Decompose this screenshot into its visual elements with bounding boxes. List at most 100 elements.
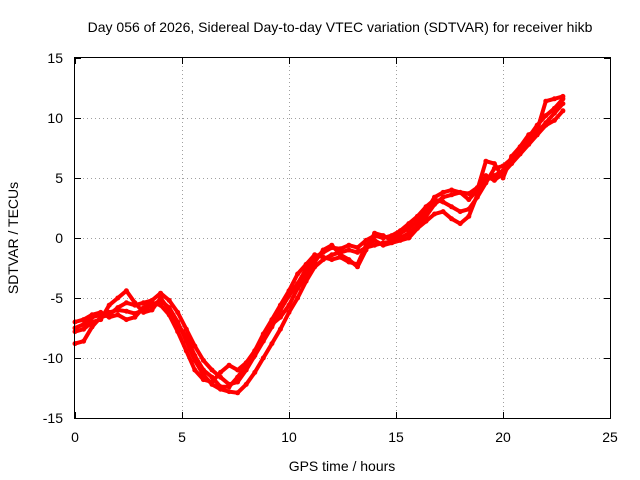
trace-b-point [457,209,463,215]
trace-d-point [543,98,549,104]
plot-frame [74,57,611,419]
trace-d-point [517,144,523,150]
chart-title: Day 056 of 2026, Sidereal Day-to-day VTE… [88,19,593,35]
trace-b-point [337,246,343,252]
trace-a-point [355,249,360,255]
trace-b-point [158,290,164,296]
trace-c-point [115,312,121,318]
trace-b-point [141,300,146,306]
y-tick-label: 10 [47,110,63,126]
trace-d-point [423,209,429,215]
trace-c-point [235,367,241,373]
trace-d-point [449,187,455,193]
trace-b-line [73,96,565,387]
y-tick-label: -5 [51,290,64,306]
x-tick-label: 20 [495,429,511,445]
trace-d-point [500,175,506,181]
trace-b-point [440,199,446,205]
x-tick-labels: 0 5 10 15 20 25 [71,429,618,445]
trace-c-point [534,132,540,138]
trace-a-point [269,341,275,347]
trace-d-point [175,321,181,327]
trace-b-point [166,297,172,303]
trace-b-point [81,338,87,344]
trace-a-point [235,390,241,396]
trace-d-point [320,247,326,253]
trace-b-point [500,163,506,169]
trace-d-point [158,295,164,301]
trace-d-point [432,194,437,200]
trace-a-point [329,252,335,258]
trace-b-point [363,237,369,243]
trace-a-point [295,295,301,301]
x-axis-label: GPS time / hours [289,458,396,474]
trace-d-point [235,374,241,380]
trace-d-point [81,326,87,332]
trace-a-point [243,381,249,387]
trace-c-line [73,108,565,384]
trace-d-point [183,333,189,339]
trace-d-point [277,314,283,320]
trace-d-point [329,242,335,248]
trace-c-point [397,237,403,243]
trace-d-point [209,374,215,380]
trace-c-point [551,117,557,123]
trace-b-point [543,113,549,119]
x-tick-label: 10 [281,429,297,445]
x-tick-label: 0 [71,429,79,445]
trace-d-point [526,132,532,138]
trace-a-point [372,242,378,248]
trace-c-point [380,242,386,248]
trace-d-line [73,94,565,389]
trace-c-point [277,302,283,308]
trace-a-point [346,247,352,253]
trace-d-point [337,252,343,258]
trace-d-point [149,307,155,313]
trace-d-point [346,257,352,263]
trace-b-point [346,242,352,248]
trace-c-point [491,177,497,183]
y-axis-label: SDTVAR / TECUs [5,182,21,294]
trace-c-point [81,317,87,323]
trace-c-point [449,216,455,222]
trace-c-point [183,348,189,354]
trace-d-point [132,300,138,306]
trace-a-point [260,355,266,361]
trace-a-point [123,308,129,314]
trace-d-point [560,93,566,99]
trace-c-point [560,108,566,114]
trace-d-point [414,218,420,224]
trace-c-point [226,362,232,368]
trace-c-point [414,225,420,231]
x-tick-label: 25 [602,429,618,445]
trace-c-point [466,213,472,219]
trace-b-point [551,105,557,111]
trace-a-line [73,101,565,395]
trace-d-point [474,187,480,193]
x-tick-label: 15 [388,429,404,445]
trace-d-point [260,333,266,339]
trace-b-point [175,309,181,315]
trace-a-point [466,191,472,197]
y-tick-label: 15 [47,50,63,66]
trace-c-point [543,122,549,128]
trace-d-point [457,189,463,195]
trace-c-point [406,235,412,241]
trace-d-point [123,288,129,294]
trace-c-point [295,271,301,277]
trace-b-point [209,367,215,373]
trace-c-point [329,257,335,263]
trace-d-point [380,233,386,239]
trace-c-point [457,221,463,227]
trace-c-point [149,300,155,306]
trace-d-point [295,285,301,291]
trace-d-point [200,367,206,373]
trace-c-point [423,218,429,224]
y-tick-label: 0 [55,230,63,246]
trace-c-point [175,329,181,335]
trace-d-point [363,247,369,253]
y-tick-label: -15 [43,410,63,426]
trace-b-point [192,343,198,349]
trace-c-point [123,317,129,323]
